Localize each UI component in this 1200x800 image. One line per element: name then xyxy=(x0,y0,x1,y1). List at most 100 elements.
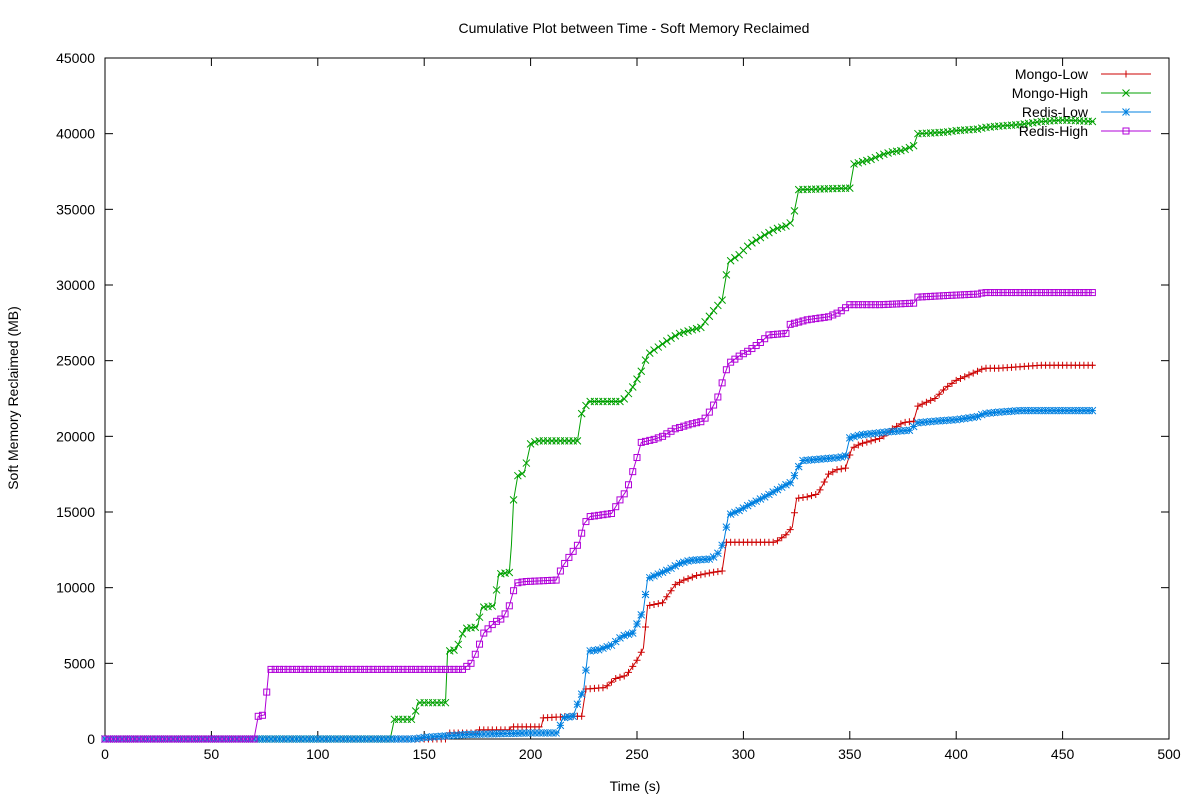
data-point xyxy=(676,423,684,431)
data-point xyxy=(1088,117,1097,126)
data-point xyxy=(224,735,232,743)
data-point xyxy=(973,367,981,375)
data-point xyxy=(361,665,369,673)
data-point xyxy=(1050,289,1058,297)
data-point xyxy=(939,386,947,394)
x-tick-label: 100 xyxy=(306,746,330,762)
data-point xyxy=(1063,289,1071,297)
data-point xyxy=(629,662,637,670)
data-point xyxy=(1012,289,1020,297)
data-point xyxy=(182,735,190,743)
data-point xyxy=(671,581,679,589)
data-point xyxy=(620,631,629,640)
data-point xyxy=(441,732,450,740)
chart-title: Cumulative Plot between Time - Soft Memo… xyxy=(459,20,810,36)
data-point xyxy=(833,453,841,462)
data-point xyxy=(654,600,662,608)
data-point xyxy=(807,315,815,323)
data-point xyxy=(982,409,990,418)
data-point xyxy=(127,735,135,743)
data-point xyxy=(705,312,714,321)
data-point xyxy=(424,665,432,673)
x-tick-label: 0 xyxy=(101,746,109,762)
data-point xyxy=(505,602,513,610)
data-point xyxy=(956,415,965,423)
data-point xyxy=(845,433,854,442)
data-point xyxy=(773,485,782,494)
data-point xyxy=(1071,289,1079,297)
data-point xyxy=(1007,407,1016,416)
data-point xyxy=(471,623,480,632)
data-point xyxy=(241,735,249,743)
data-point xyxy=(548,576,556,584)
data-point xyxy=(475,730,484,739)
data-point xyxy=(739,350,747,358)
data-point xyxy=(296,735,305,743)
data-point xyxy=(484,625,492,633)
data-point xyxy=(867,429,875,438)
data-point xyxy=(544,577,552,585)
data-point xyxy=(373,735,382,743)
data-point xyxy=(692,324,701,333)
data-point xyxy=(314,665,322,673)
data-point xyxy=(910,299,918,307)
data-point xyxy=(531,729,539,737)
data-point xyxy=(825,470,833,478)
data-point xyxy=(833,309,841,317)
data-point xyxy=(607,510,615,518)
data-point xyxy=(386,735,395,743)
data-point xyxy=(812,315,820,323)
data-point xyxy=(254,735,263,743)
data-point xyxy=(330,735,339,743)
data-point xyxy=(301,735,309,743)
data-point xyxy=(411,707,420,715)
data-point xyxy=(773,224,782,233)
data-point xyxy=(850,443,858,451)
data-point xyxy=(956,375,964,383)
data-point xyxy=(658,340,667,348)
data-point xyxy=(395,665,403,673)
data-point xyxy=(633,620,641,628)
data-point xyxy=(726,510,735,518)
data-point xyxy=(1046,289,1054,297)
data-point xyxy=(582,518,590,526)
data-point xyxy=(952,415,961,424)
data-point xyxy=(671,425,679,433)
legend-label: Mongo-High xyxy=(1012,85,1088,101)
data-point xyxy=(480,629,488,637)
data-point xyxy=(611,637,620,646)
data-point xyxy=(624,668,632,676)
data-point xyxy=(522,729,531,737)
data-point xyxy=(991,289,999,297)
data-point xyxy=(1037,289,1045,297)
data-point xyxy=(769,331,777,339)
data-point xyxy=(148,735,156,743)
data-point xyxy=(169,735,177,743)
data-point xyxy=(518,729,526,738)
data-point xyxy=(352,665,360,673)
data-point xyxy=(722,271,731,279)
data-point xyxy=(675,329,684,338)
data-point xyxy=(710,568,718,576)
data-point xyxy=(552,729,560,737)
data-point xyxy=(365,665,373,673)
x-tick-label: 350 xyxy=(838,746,862,762)
data-point xyxy=(633,656,641,664)
legend-marker xyxy=(1122,127,1130,135)
data-point xyxy=(961,373,969,381)
data-point xyxy=(667,334,675,343)
data-point xyxy=(586,647,595,655)
data-point xyxy=(663,593,671,601)
data-point xyxy=(561,559,569,567)
data-point xyxy=(1063,406,1071,415)
chart-legend: Mongo-Low Mongo-High Redis-Low Redis-High xyxy=(1012,66,1151,139)
data-point xyxy=(960,414,969,423)
data-point xyxy=(948,416,956,424)
data-point xyxy=(862,430,871,439)
data-point xyxy=(373,665,381,673)
data-point xyxy=(586,513,594,521)
data-point xyxy=(496,729,505,738)
data-point xyxy=(1003,289,1011,297)
data-point xyxy=(875,151,884,160)
data-point xyxy=(709,306,718,315)
